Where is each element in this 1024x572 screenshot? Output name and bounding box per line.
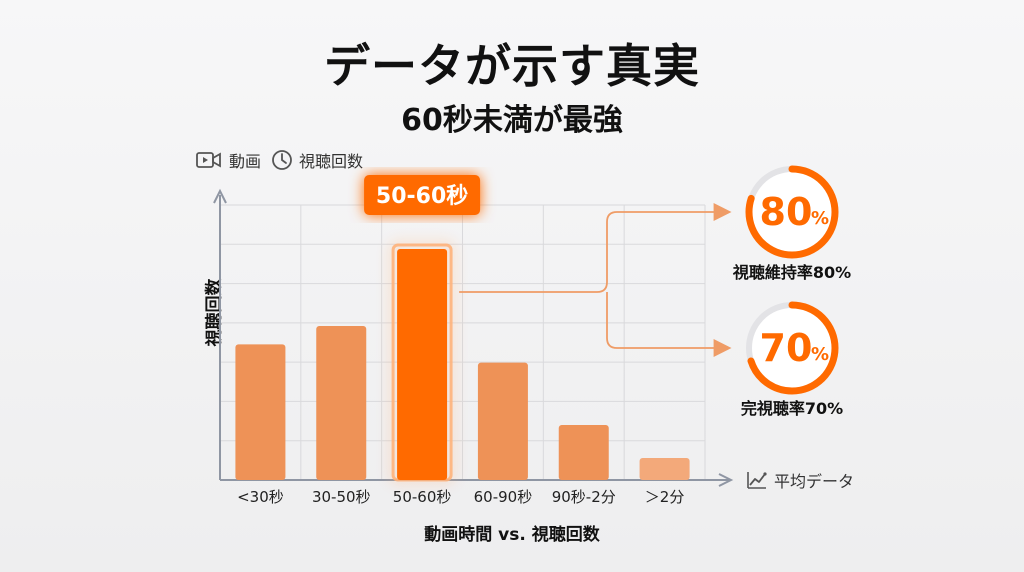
kpi-value: 80 bbox=[760, 190, 813, 234]
legend-bottom: 平均データ bbox=[746, 468, 854, 492]
kpi-rings: 80% 視聴維持率80% 70% 完視聴率70% bbox=[732, 165, 851, 418]
kpi-unit: % bbox=[811, 344, 829, 365]
x-tick-label: 50-60秒 bbox=[393, 488, 452, 506]
x-tick-label: 90秒-2分 bbox=[552, 488, 616, 506]
chart-grid bbox=[220, 204, 706, 481]
bar bbox=[639, 458, 690, 480]
bar bbox=[477, 362, 528, 480]
x-tick-label: <30秒 bbox=[237, 488, 284, 506]
kpi-ring-progress bbox=[745, 165, 839, 259]
y-axis-arrow bbox=[213, 188, 227, 204]
chart-axes bbox=[213, 188, 734, 487]
legend-bottom-label: 平均データ bbox=[774, 472, 855, 491]
legend-item-video: 動画 bbox=[195, 148, 261, 172]
clock-icon bbox=[272, 150, 292, 170]
x-tick-labels: <30秒 30-50秒 50-60秒 60-90秒 90秒-2分 ＞2分 bbox=[237, 488, 684, 506]
bar bbox=[558, 425, 609, 480]
highlight-bar bbox=[397, 249, 448, 480]
legend-video-label: 動画 bbox=[229, 152, 262, 171]
x-axis-arrow bbox=[718, 473, 734, 487]
video-camera-icon bbox=[196, 152, 221, 168]
highlight-badge-label: 50-60秒 bbox=[376, 184, 468, 209]
x-tick-label: ＞2分 bbox=[645, 488, 685, 506]
chart-bars: 50-60秒 bbox=[235, 175, 690, 482]
kpi-unit: % bbox=[811, 208, 829, 229]
page-subtitle: 60秒未満が最強 bbox=[401, 103, 623, 138]
kpi-value: 70 bbox=[760, 326, 813, 370]
page-title: データが示す真実 bbox=[324, 39, 700, 93]
legend-top: 動画 視聴回数 bbox=[195, 148, 363, 172]
highlight-badge bbox=[364, 175, 481, 215]
kpi-ring-2: 70% 完視聴率70% bbox=[741, 301, 843, 418]
x-tick-label: 60-90秒 bbox=[474, 488, 533, 506]
callout-connectors bbox=[459, 203, 732, 357]
legend-views-label: 視聴回数 bbox=[299, 152, 364, 171]
kpi-ring-progress bbox=[745, 301, 839, 395]
bar bbox=[235, 344, 286, 480]
x-axis-label: 動画時間 vs. 視聴回数 bbox=[424, 525, 600, 545]
kpi-ring-1: 80% 視聴維持率80% bbox=[732, 165, 851, 282]
line-chart-icon bbox=[747, 472, 767, 489]
connector-upper bbox=[459, 203, 732, 293]
legend-item-views: 視聴回数 bbox=[271, 148, 363, 172]
kpi-label: 視聴維持率80% bbox=[732, 263, 851, 282]
connector-lower bbox=[606, 292, 732, 357]
kpi-label: 完視聴率70% bbox=[741, 399, 843, 418]
x-tick-label: 30-50秒 bbox=[312, 488, 371, 506]
bar bbox=[316, 326, 367, 480]
